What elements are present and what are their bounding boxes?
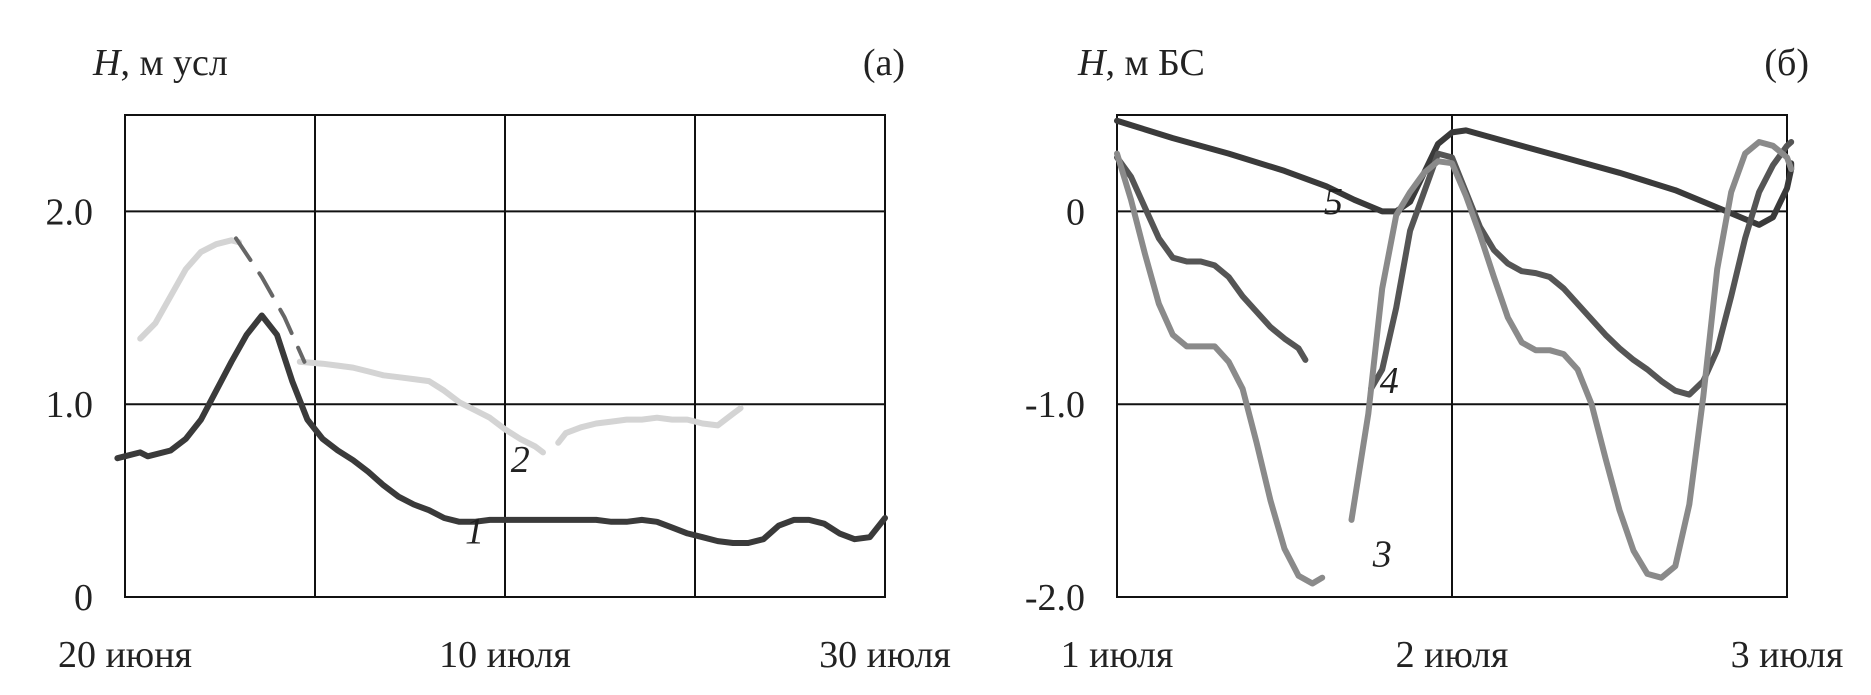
panel-b-series-2-line	[1368, 139, 1795, 398]
panel-a-series: 12	[114, 236, 888, 553]
panel-a-ytick-1: 1.0	[46, 384, 94, 426]
panel-b-ylabel: H, м БС	[1077, 42, 1205, 84]
panel-a: 12 0 1.0 2.0 20 июня 10 июля 30 июля H, м усл…	[46, 42, 951, 676]
panel-a-xtick-2: 30 июля	[819, 634, 951, 676]
panel-a-grid	[125, 115, 886, 598]
panel-b-ytick-2: -2.0	[1025, 577, 1085, 619]
panel-a-xtick-1: 10 июля	[439, 634, 571, 676]
panel-a-series-2-line	[296, 358, 546, 456]
panel-b-ytick-1: -1.0	[1025, 384, 1085, 426]
panel-b-series-0-line	[1114, 117, 1795, 228]
panel-b-series-label-3: 3	[1372, 534, 1392, 576]
panel-a-series-4-line	[234, 236, 307, 364]
panel-a-series-label-1: 1	[465, 511, 484, 553]
panel-a-ytick-0: 0	[74, 577, 93, 619]
panel-b-xtick-0: 1 июля	[1061, 634, 1174, 676]
panel-b-label: (б)	[1764, 42, 1809, 84]
panel-a-series-0-line	[114, 312, 888, 546]
panel-b-xtick-2: 3 июля	[1731, 634, 1844, 676]
panel-b-series-3-line	[1114, 150, 1326, 587]
panel-a-series-label-2: 2	[511, 439, 530, 481]
panel-a-ticks: 0 1.0 2.0 20 июня 10 июля 30 июля	[46, 191, 951, 676]
panel-a-ylabel: H, м усл	[92, 42, 228, 84]
panel-b-series-4-line	[1348, 139, 1795, 581]
panel-b-ticks: 0 -1.0 -2.0 1 июля 2 июля 3 июля	[1025, 191, 1844, 676]
panel-b-grid	[1117, 115, 1788, 598]
panel-b-series: 5 4 3	[1114, 117, 1795, 587]
panel-b-series-label-5: 5	[1324, 181, 1343, 223]
panel-a-series-3-line	[555, 405, 744, 446]
panel-a-xtick-0: 20 июня	[58, 634, 192, 676]
panel-a-ytick-2: 2.0	[46, 191, 94, 233]
panel-b-xtick-1: 2 июля	[1396, 634, 1509, 676]
panel-b-series-1-line	[1114, 154, 1309, 363]
panel-a-series-1-line	[137, 237, 242, 342]
panel-b-ytick-0: 0	[1066, 191, 1085, 233]
panel-a-label: (а)	[863, 42, 905, 84]
panel-b-series-label-4: 4	[1380, 360, 1399, 402]
panel-b: 543 0-1.0-2.01 июля 2 июля 3 июля H, м БС …	[1025, 42, 1844, 676]
